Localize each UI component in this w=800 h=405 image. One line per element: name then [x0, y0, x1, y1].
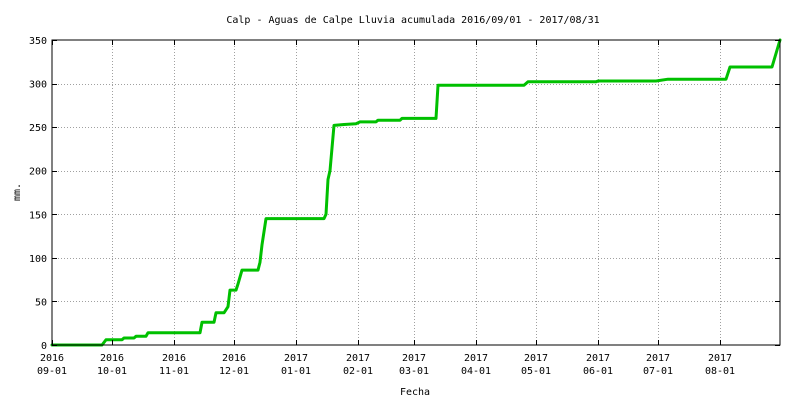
y-axis-label: mm.	[12, 183, 23, 201]
x-tick-label-year: 2016	[100, 353, 124, 364]
x-axis-label: Fecha	[400, 387, 430, 398]
x-tick-label-month: 10-01	[97, 366, 127, 377]
x-tick-label-year: 2017	[346, 353, 370, 364]
x-tick-label-month: 09-01	[37, 366, 67, 377]
x-tick-label-year: 2017	[586, 353, 610, 364]
tick-labels: 0 50 100 150 200 250 300 350 2016 09-01 2016 10-01 2…	[29, 36, 735, 377]
x-tick-label-month: 04-01	[461, 366, 491, 377]
x-tick-label-year: 2017	[402, 353, 426, 364]
x-tick-label-month: 06-01	[583, 366, 613, 377]
y-tick-label: 50	[35, 297, 47, 308]
x-tick-label-year: 2017	[464, 353, 488, 364]
x-tick-label-month: 11-01	[159, 366, 189, 377]
x-tick-label-month: 05-01	[521, 366, 551, 377]
grid-lines	[52, 40, 780, 345]
x-tick-label-month: 03-01	[399, 366, 429, 377]
y-tick-label: 150	[29, 210, 47, 221]
y-tick-label: 0	[41, 341, 47, 352]
x-tick-label-month: 02-01	[343, 366, 373, 377]
x-tick-label-month: 12-01	[219, 366, 249, 377]
y-tick-label: 300	[29, 80, 47, 91]
y-tick-label: 250	[29, 123, 47, 134]
plot-frame	[51, 39, 781, 346]
tick-marks	[52, 40, 780, 346]
x-tick-label-year: 2017	[284, 353, 308, 364]
x-tick-label-year: 2016	[162, 353, 186, 364]
cumulative-rainfall-line	[50, 38, 782, 347]
y-tick-label: 100	[29, 254, 47, 265]
series-layer	[50, 38, 782, 347]
x-tick-label-year: 2017	[708, 353, 732, 364]
x-tick-label-year: 2016	[222, 353, 246, 364]
chart-title: Calp - Aguas de Calpe Lluvia acumulada 2…	[226, 15, 599, 26]
x-tick-label-year: 2017	[646, 353, 670, 364]
x-tick-label-year: 2017	[524, 353, 548, 364]
y-tick-label: 200	[29, 167, 47, 178]
x-tick-label-month: 08-01	[705, 366, 735, 377]
x-tick-label-month: 07-01	[643, 366, 673, 377]
y-tick-label: 350	[29, 36, 47, 47]
x-tick-label-year: 2016	[40, 353, 64, 364]
x-tick-label-month: 01-01	[281, 366, 311, 377]
